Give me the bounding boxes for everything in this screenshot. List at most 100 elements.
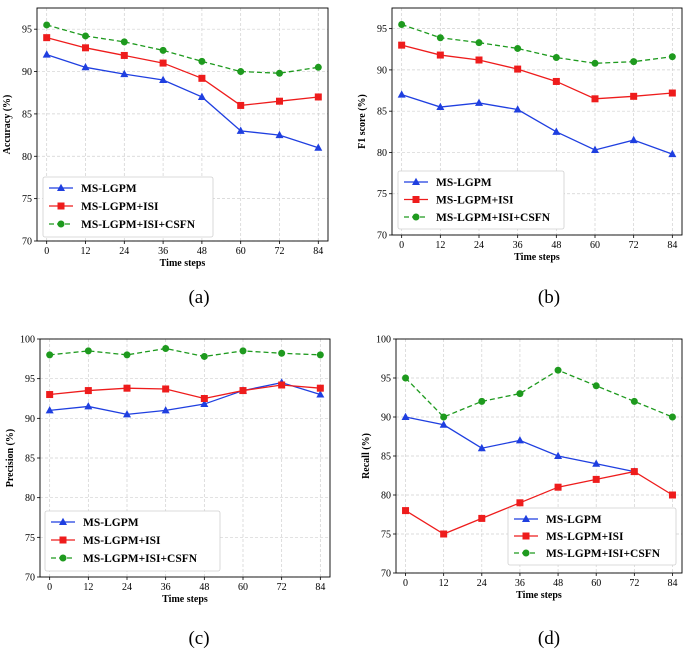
precision-series-2-point-7 bbox=[316, 351, 324, 359]
recall-ytick-label-2: 80 bbox=[381, 491, 391, 502]
recall-series-1-point-3 bbox=[516, 499, 524, 507]
precision-series-0-point-3 bbox=[161, 406, 170, 414]
accuracy-series-1-line-0 bbox=[46, 37, 319, 107]
accuracy-legend-marker-2 bbox=[57, 220, 65, 228]
accuracy-series-2-point-2 bbox=[120, 38, 128, 46]
accuracy-series-0-point-7 bbox=[314, 143, 323, 151]
precision-legend-label-0: MS-LGPM bbox=[83, 517, 139, 529]
precision-legend-marker-1 bbox=[59, 536, 67, 544]
f1-xlabel: Time steps bbox=[514, 252, 560, 263]
accuracy-legend-box bbox=[42, 176, 214, 238]
panel-f1-score: 0 12 24 36 48 60 72 84 70 75 80 85 90 95 Time steps F1 … bbox=[357, 7, 683, 263]
f1-series-2-line-0 bbox=[401, 23, 673, 64]
recall-legend: MS-LGPM MS-LGPM+ISI MS-LGPM+ISI+CSFN bbox=[507, 507, 677, 566]
recall-series-2-point-4 bbox=[554, 366, 562, 374]
f1-legend-label-2: MS-LGPM+ISI+CSFN bbox=[436, 212, 551, 224]
f1-series-2-point-4 bbox=[552, 54, 560, 62]
accuracy-xtick-label-4: 48 bbox=[197, 246, 207, 257]
precision-ytick-label-1: 75 bbox=[25, 533, 35, 544]
precision-series-2-line-0 bbox=[49, 347, 321, 358]
accuracy-series-0-line-0 bbox=[46, 53, 319, 149]
precision-series-0-point-4 bbox=[200, 399, 209, 408]
recall-series-1-point-1 bbox=[440, 530, 448, 538]
accuracy-ytick-label-1: 75 bbox=[22, 194, 32, 205]
accuracy-series-1-point-0 bbox=[43, 34, 51, 42]
precision-series-0-point-7 bbox=[316, 390, 325, 398]
recall-xtick-label-5: 60 bbox=[591, 578, 601, 589]
accuracy-xtick-label-5: 60 bbox=[236, 246, 246, 257]
precision-ytick-label-3: 85 bbox=[25, 454, 35, 465]
f1-ytick-label-4: 90 bbox=[377, 65, 387, 76]
accuracy-series-1-point-5 bbox=[237, 101, 245, 109]
precision-xtick-label-0: 0 bbox=[47, 582, 52, 593]
recall-xtick-label-6: 72 bbox=[629, 578, 639, 589]
f1-series-1-point-5 bbox=[591, 95, 599, 103]
f1-xtick-label-6: 72 bbox=[629, 240, 639, 251]
f1-xtick-label-4: 48 bbox=[551, 240, 561, 251]
accuracy-xtick-label-6: 72 bbox=[275, 246, 285, 257]
precision-series-0-point-2 bbox=[123, 410, 131, 418]
accuracy-series-1-point-2 bbox=[120, 51, 128, 59]
accuracy-ytick-label-0: 70 bbox=[22, 237, 32, 248]
f1-series-1-point-3 bbox=[514, 65, 522, 73]
accuracy-series-1-point-3 bbox=[159, 59, 167, 67]
recall-xtick-label-4: 48 bbox=[553, 578, 563, 589]
accuracy-series-2-point-4 bbox=[198, 57, 206, 65]
f1-series-0-point-3 bbox=[513, 105, 522, 113]
recall-legend-label-2: MS-LGPM+ISI+CSFN bbox=[546, 548, 661, 560]
precision-legend-marker-0 bbox=[59, 517, 67, 525]
recall-ytick-label-0: 70 bbox=[381, 569, 391, 580]
precision-series-1-line-0 bbox=[49, 384, 321, 400]
f1-series-1-point-2 bbox=[475, 56, 483, 64]
accuracy-series-2-point-3 bbox=[159, 46, 167, 54]
accuracy-series-1-point-1 bbox=[82, 44, 89, 52]
precision-xtick-label-6: 72 bbox=[277, 582, 287, 593]
accuracy-legend-marker-0 bbox=[57, 183, 65, 191]
precision-xtick-label-5: 60 bbox=[238, 582, 248, 593]
precision-series-2-point-0 bbox=[46, 351, 54, 359]
f1-legend-label-0: MS-LGPM bbox=[436, 177, 492, 189]
recall-legend-label-1: MS-LGPM+ISI bbox=[546, 531, 624, 543]
recall-series-1-line-0 bbox=[405, 470, 673, 535]
recall-ylabel: Recall (%) bbox=[361, 433, 372, 479]
recall-series-1-point-4 bbox=[554, 483, 562, 491]
f1-series-2-point-3 bbox=[514, 44, 522, 52]
precision-legend-label-1: MS-LGPM+ISI bbox=[83, 535, 161, 547]
recall-xlabel: Time steps bbox=[516, 590, 562, 601]
precision-xtick-label-7: 84 bbox=[315, 582, 325, 593]
precision-series-2-point-5 bbox=[239, 347, 247, 355]
f1-ytick-label-2: 80 bbox=[377, 148, 387, 159]
recall-series-2-point-6 bbox=[630, 397, 638, 405]
precision-series-1-point-1 bbox=[84, 387, 92, 395]
recall-series-2-point-3 bbox=[516, 390, 524, 398]
f1-series-0-point-2 bbox=[475, 98, 483, 106]
precision-series-0-point-0 bbox=[45, 406, 54, 414]
accuracy-series-1-point-7 bbox=[314, 93, 322, 101]
accuracy-series-0-point-0 bbox=[42, 50, 51, 58]
f1-plot-frame bbox=[391, 7, 683, 236]
precision-xtick-label-3: 36 bbox=[161, 582, 171, 593]
f1-series-0-line-0 bbox=[401, 94, 673, 155]
recall-ytick-label-5: 95 bbox=[381, 374, 391, 385]
accuracy-series-0-point-3 bbox=[159, 75, 168, 84]
precision-series-0-point-1 bbox=[84, 402, 93, 410]
caption-b: (b) bbox=[538, 287, 560, 308]
precision-series-1-point-2 bbox=[123, 384, 131, 392]
recall-xtick-label-0: 0 bbox=[403, 578, 408, 589]
recall-series-1-point-2 bbox=[478, 514, 486, 522]
recall-xtick-label-1: 12 bbox=[439, 578, 449, 589]
f1-series-2-point-0 bbox=[398, 21, 406, 29]
f1-ytick-label-5: 95 bbox=[377, 24, 387, 35]
precision-legend: MS-LGPM MS-LGPM+ISI MS-LGPM+ISI+CSFN bbox=[44, 510, 221, 572]
precision-series-2-point-1 bbox=[84, 347, 92, 355]
precision-legend-box bbox=[44, 510, 221, 572]
accuracy-legend-label-0: MS-LGPM bbox=[81, 183, 137, 195]
precision-ytick-label-6: 100 bbox=[20, 335, 35, 346]
accuracy-ytick-label-4: 90 bbox=[22, 67, 32, 78]
recall-series-2-point-0 bbox=[402, 374, 410, 382]
f1-legend-marker-0 bbox=[412, 177, 420, 185]
recall-ytick-label-3: 85 bbox=[381, 452, 391, 463]
f1-series-2-point-2 bbox=[475, 39, 483, 47]
recall-xtick-label-7: 84 bbox=[667, 578, 677, 589]
